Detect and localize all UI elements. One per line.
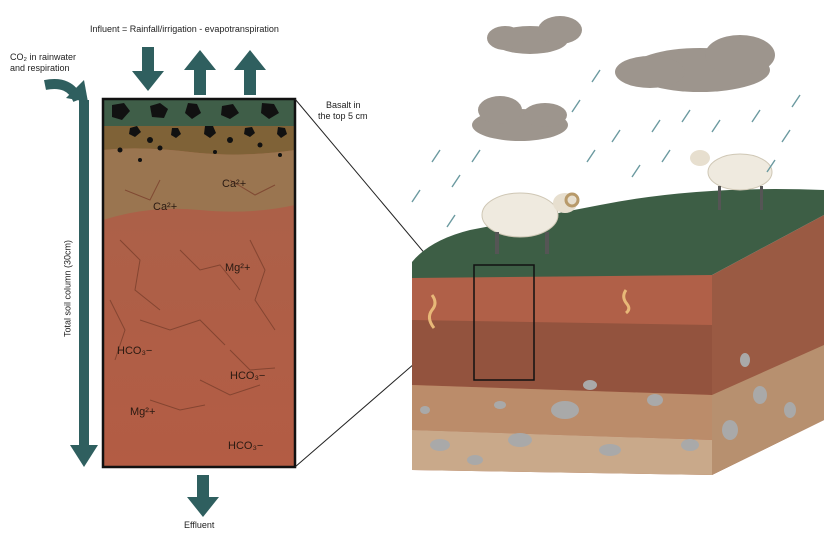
up-arrow-icon: [184, 50, 216, 95]
soil-column: [101, 97, 297, 469]
co2-label-line2: and respiration: [10, 63, 70, 73]
basalt-label-line1: Basalt in: [326, 100, 361, 110]
basalt-label-line2: the top 5 cm: [318, 111, 368, 121]
side-clay: [712, 345, 824, 475]
cloud-icon: [472, 16, 775, 141]
down-arrow-icon: [132, 47, 164, 91]
co2-label-line1: CO₂ in rainwater: [10, 52, 77, 62]
basalt-rock-icon: [112, 103, 287, 162]
ion-label: Ca²+: [153, 201, 178, 213]
ion-label: Ca²+: [222, 178, 247, 190]
worm-icon: [622, 289, 631, 315]
effluent-label: Effluent: [184, 520, 215, 530]
curved-arrow-head: [66, 80, 88, 102]
ca-layer: [103, 148, 295, 220]
soil-column-arrow: [70, 100, 98, 467]
down-arrow-icon: [187, 475, 219, 517]
worm-icon: [427, 294, 437, 329]
up-arrow-icon: [234, 50, 266, 95]
stone-icons: [420, 353, 796, 465]
ion-label: HCO₃−: [230, 370, 266, 382]
subsoil-front: [412, 320, 712, 395]
soil-column-label: Total soil column (30cm): [62, 239, 73, 338]
sheep-icon: [481, 192, 580, 254]
zoom-rect: [473, 264, 535, 381]
base-front: [412, 430, 712, 475]
ion-label: HCO₃−: [228, 440, 264, 452]
ion-label: Mg²+: [130, 406, 156, 418]
ion-label: HCO₃−: [117, 345, 153, 357]
ion-label: Mg²+: [225, 262, 251, 274]
soil-cracks: [109, 179, 276, 411]
rain-icon: [411, 69, 801, 228]
column-border: [101, 97, 297, 469]
sheep-icon: [690, 150, 773, 210]
grass-top: [412, 189, 824, 278]
influent-label: Influent = Rainfall/irrigation - evapotr…: [90, 24, 279, 34]
landscape-block: [412, 189, 824, 475]
